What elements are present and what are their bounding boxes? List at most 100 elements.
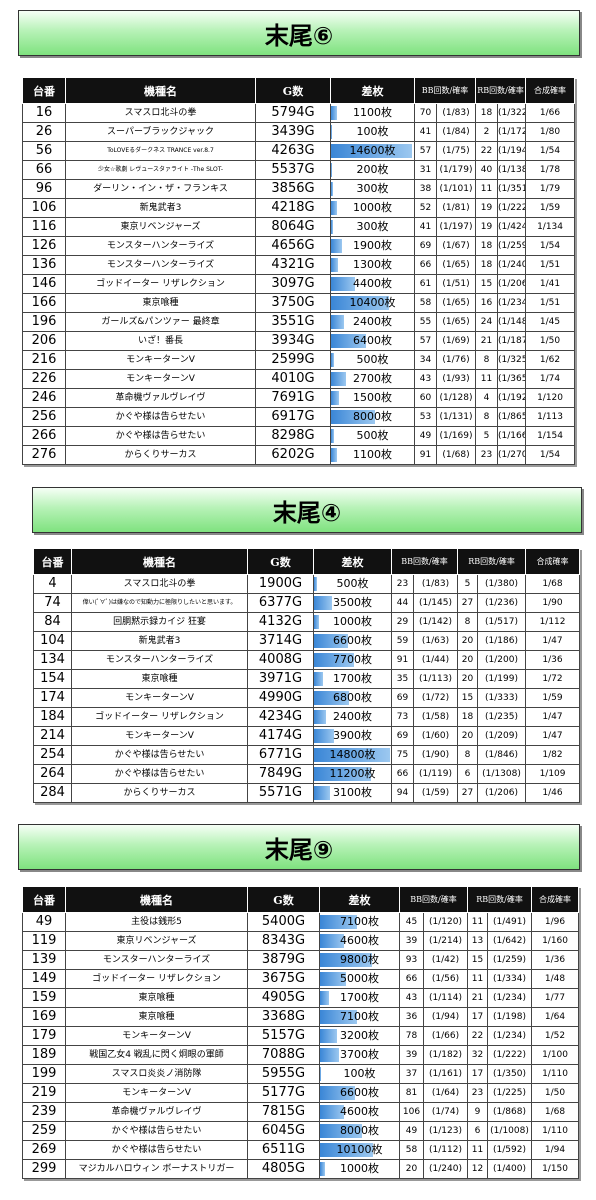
- rb-count: 22: [475, 141, 499, 161]
- bb-probability: (1/128): [435, 388, 477, 408]
- table-row: 254 かぐや様は告らせたい 6771G 14800枚 75 (1/90) 8 (1/846)…: [33, 745, 581, 765]
- rb-count: 9: [467, 1102, 489, 1122]
- diff-bar: [331, 258, 339, 272]
- combined-probability: 1/154: [525, 426, 576, 446]
- bb-count: 45: [399, 912, 424, 932]
- machine-number: 56: [22, 141, 66, 161]
- combined-probability: 1/96: [531, 912, 580, 932]
- combined-probability: 1/48: [531, 969, 580, 989]
- model-name: スマスロ北斗の拳: [65, 103, 256, 123]
- model-name: モンスターハンターライズ: [65, 255, 256, 275]
- combined-probability: 1/78: [525, 160, 576, 180]
- bb-probability: (1/169): [435, 426, 477, 446]
- machine-number: 179: [22, 1026, 66, 1046]
- table-row: 299 マジカルハロウィン ボーナストリガー 4805G 1000枚 20 (1/240)…: [22, 1159, 580, 1179]
- game-count: 5955G: [247, 1064, 320, 1084]
- rb-probability: (1/325): [497, 350, 527, 370]
- combined-probability: 1/113: [525, 407, 576, 427]
- machine-number: 269: [22, 1140, 66, 1160]
- bb-probability: (1/63): [412, 631, 459, 651]
- diff-medals: 7100枚: [319, 912, 400, 932]
- bb-probability: (1/142): [412, 612, 459, 632]
- diff-medals: 3500枚: [313, 593, 392, 613]
- rb-probability: (1/259): [497, 236, 527, 256]
- diff-value: 14600枚: [349, 144, 396, 157]
- bb-probability: (1/240): [422, 1159, 469, 1179]
- bb-count: 91: [391, 650, 414, 670]
- rb-probability: (1/365): [497, 369, 527, 389]
- diff-medals: 1300枚: [330, 255, 415, 275]
- rb-probability: (1/1008): [487, 1121, 533, 1141]
- diff-value: 14800枚: [329, 748, 376, 761]
- bb-count: 29: [391, 612, 414, 632]
- game-count: 4321G: [255, 255, 331, 275]
- bb-count: 70: [414, 103, 437, 123]
- bb-count: 66: [391, 764, 414, 784]
- section-title-banner: 末尾④: [32, 487, 582, 533]
- table-row: 239 革命機ヴァルヴレイヴ 7815G 4600枚 106 (1/74) 9 (1/868)…: [22, 1102, 580, 1122]
- diff-medals: 14600枚: [330, 141, 415, 161]
- game-count: 4218G: [255, 198, 331, 218]
- machine-number: 254: [33, 745, 72, 765]
- game-count: 8298G: [255, 426, 331, 446]
- combined-probability: 1/112: [525, 612, 581, 632]
- rb-count: 6: [457, 764, 479, 784]
- table-row: 219 モンキーターンV 5177G 6600枚 81 (1/64) 23 (1/225) 1/…: [22, 1083, 580, 1103]
- section-title: 末尾④: [272, 498, 342, 527]
- bb-probability: (1/94): [422, 1007, 469, 1027]
- rb-probability: (1/1308): [477, 764, 527, 784]
- model-name: 少女☆歌劇 レヴュースタァライト -The SLOT-: [65, 160, 256, 180]
- bb-count: 53: [414, 407, 437, 427]
- bb-count: 78: [399, 1026, 424, 1046]
- combined-probability: 1/47: [525, 707, 581, 727]
- combined-probability: 1/160: [531, 931, 580, 951]
- rb-probability: (1/234): [487, 988, 533, 1008]
- rb-count: 13: [467, 931, 489, 951]
- rb-probability: (1/199): [477, 669, 527, 689]
- model-name: 戦国乙女4 戦乱に閃く炯眼の軍師: [65, 1045, 248, 1065]
- machine-number: 196: [22, 312, 66, 332]
- model-name: かぐや様は告らせたい: [71, 764, 248, 784]
- rb-probability: (1/865): [497, 407, 527, 427]
- diff-medals: 6400枚: [330, 331, 415, 351]
- table-row: 149 ゴッドイーター リザレクション 3675G 5000枚 66 (1/56) 11 (1…: [22, 969, 580, 989]
- rb-probability: (1/186): [477, 631, 527, 651]
- game-count: 4990G: [247, 688, 314, 708]
- diff-bar: [320, 1162, 326, 1176]
- model-name: 回胴黙示録カイジ 狂宴: [71, 612, 248, 632]
- rb-count: 19: [475, 198, 499, 218]
- rb-probability: (1/270): [497, 445, 527, 465]
- diff-value: 1000枚: [333, 615, 372, 628]
- game-count: 4008G: [247, 650, 314, 670]
- machine-number: 134: [33, 650, 72, 670]
- rb-probability: (1/236): [477, 593, 527, 613]
- machine-number: 104: [33, 631, 72, 651]
- bb-probability: (1/64): [422, 1083, 469, 1103]
- col-header-bb: BB回数/確率: [398, 886, 469, 913]
- bb-probability: (1/214): [422, 931, 469, 951]
- diff-bar: [320, 1029, 337, 1043]
- bb-probability: (1/65): [435, 312, 477, 332]
- diff-bar: [314, 577, 317, 591]
- game-count: 3934G: [255, 331, 331, 351]
- model-name: スーパーブラックジャック: [65, 122, 256, 142]
- diff-bar: [320, 953, 372, 967]
- machine-number: 16: [22, 103, 66, 123]
- diff-value: 7700枚: [333, 653, 372, 666]
- model-name: モンスターハンターライズ: [65, 236, 256, 256]
- diff-medals: 1100枚: [330, 103, 415, 123]
- rb-count: 11: [475, 179, 499, 199]
- diff-medals: 1500枚: [330, 388, 415, 408]
- rb-count: 21: [475, 331, 499, 351]
- table-row: 284 からくりサーカス 5571G 3100枚 94 (1/59) 27 (1/206) 1/…: [33, 783, 581, 803]
- game-count: 4263G: [255, 141, 331, 161]
- combined-probability: 1/90: [525, 593, 581, 613]
- machine-number: 169: [22, 1007, 66, 1027]
- combined-probability: 1/41: [525, 274, 576, 294]
- diff-value: 3100枚: [333, 786, 372, 799]
- combined-probability: 1/50: [531, 1083, 580, 1103]
